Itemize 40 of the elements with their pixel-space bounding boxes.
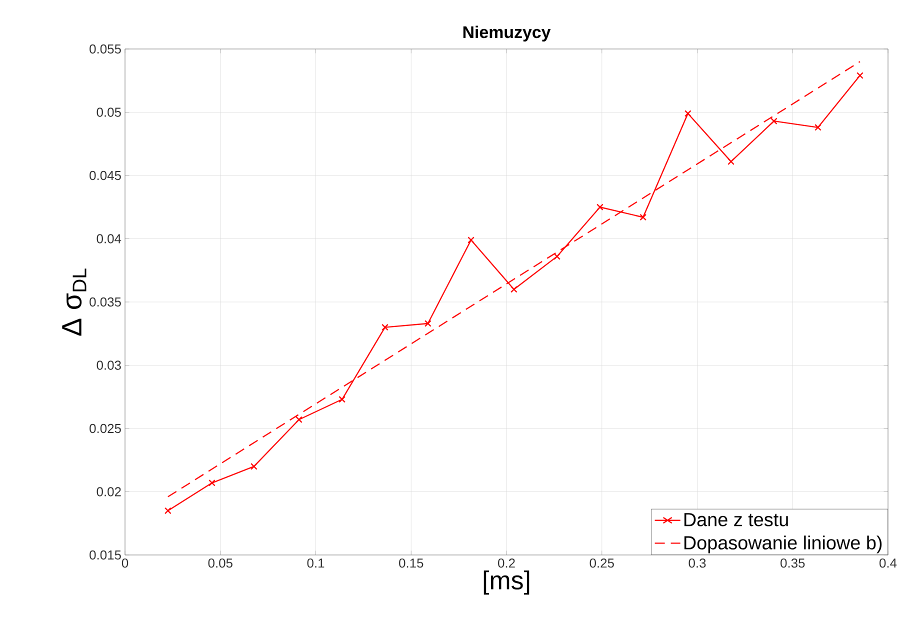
y-tick-label: 0.055 (90, 44, 121, 54)
x-tick-label: 0.4 (880, 558, 897, 568)
point (338, 396, 346, 403)
point (164, 507, 172, 514)
point (770, 118, 778, 125)
y-tick-label: 0.035 (90, 297, 121, 307)
x-tick-label: 0.35 (780, 558, 805, 568)
point (596, 204, 604, 211)
point (856, 72, 864, 79)
legend-label: Dopasowanie liniowe b) (684, 536, 882, 554)
y-tick-label: 0.045 (90, 170, 121, 180)
point (296, 416, 302, 424)
x-tick-label: 0.3 (688, 558, 706, 568)
y-tick-label: 0.015 (90, 550, 121, 560)
point (382, 324, 388, 331)
y-tick-label: 0.04 (96, 234, 122, 244)
y-tick-label: 0.02 (96, 487, 121, 496)
x-tick-label: 0.25 (590, 558, 614, 568)
x-tick-label: 0.1 (307, 558, 324, 568)
point (424, 320, 432, 327)
point (554, 253, 560, 260)
point (510, 286, 518, 293)
x-tick-label: 0.2 (498, 558, 515, 568)
point (250, 463, 258, 470)
x-axis-title: [ms] (484, 570, 530, 595)
y-tick-label: 0.03 (96, 360, 121, 370)
x-tick-label: 0 (122, 558, 128, 568)
point (640, 214, 647, 221)
point (468, 236, 474, 244)
x-tick-label: 0.05 (208, 558, 232, 568)
point (728, 158, 734, 165)
legend-label: Dane z testu (684, 513, 788, 526)
y-tick-label: 0.05 (96, 108, 121, 117)
chart-title: Niemuzycy (463, 26, 551, 42)
y-axis-title: Δ σ$_{DL}$ (62, 268, 86, 336)
x-tick-label: 0.15 (399, 558, 424, 568)
y-tick-label: 0.025 (90, 424, 121, 434)
point (208, 479, 216, 486)
point (814, 124, 822, 131)
point (684, 110, 692, 117)
